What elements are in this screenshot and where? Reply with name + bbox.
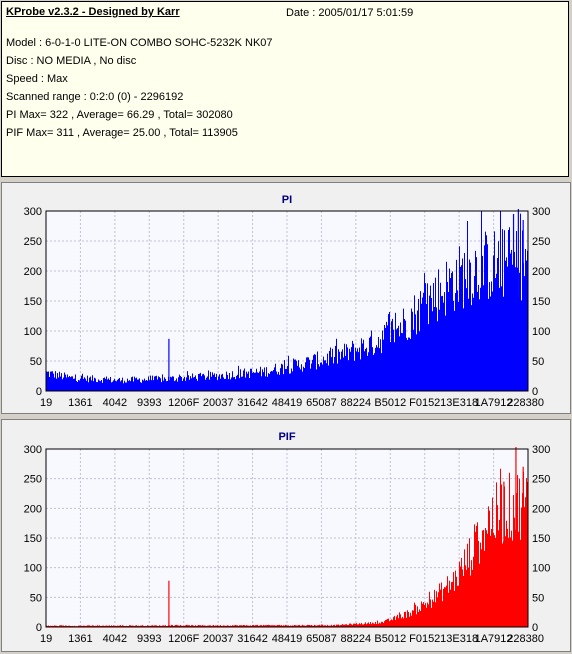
speed-line: Speed : Max xyxy=(6,73,68,85)
pi-xtick: 48419 xyxy=(272,397,303,409)
range-line: Scanned range : 0:2:0 (0) - 2296192 xyxy=(6,91,184,103)
disc-line: Disc : NO MEDIA , No disc xyxy=(6,55,137,67)
pif-ytick-left: 250 xyxy=(24,474,42,486)
app-title: KProbe v2.3.2 - Designed by Karr xyxy=(6,6,180,18)
pif-xtick: 88224 xyxy=(341,633,372,645)
pi-ytick-right: 0 xyxy=(532,386,538,398)
pif-xtick: 1361 xyxy=(68,633,92,645)
pif-ytick-right: 150 xyxy=(532,533,550,545)
pi-xtick: 1361 xyxy=(68,397,92,409)
pif-ytick-right: 100 xyxy=(532,563,550,575)
scan-date: Date : 2005/01/17 5:01:59 xyxy=(286,7,414,19)
info-panel: KProbe v2.3.2 - Designed by Karr Date : … xyxy=(1,1,569,177)
pi-ytick-left: 50 xyxy=(30,356,42,368)
pif-xtick: 4042 xyxy=(103,633,127,645)
pif-ytick-right: 200 xyxy=(532,503,550,515)
pif-xtick: 13E318 xyxy=(440,633,478,645)
pi-ytick-right: 200 xyxy=(532,266,550,278)
pif-bars xyxy=(46,447,528,627)
pi-ytick-left: 250 xyxy=(24,236,42,248)
pi-xtick: 20037 xyxy=(203,397,234,409)
pi-xtick: 9393 xyxy=(137,397,161,409)
pi-plot-frame xyxy=(45,210,529,392)
pi-chart: PI 0 0 50 50 100 100 150 150 200 200 250 250 300 300 19… xyxy=(24,194,551,409)
scan-details: Model : 6-0-1-0 LITE-ON COMBO SOHC-5232K… xyxy=(6,34,273,142)
pi-xtick: 31642 xyxy=(237,397,268,409)
pi-xtick: 228380 xyxy=(507,397,544,409)
pi-bars xyxy=(46,209,528,391)
pi-chart-title: PI xyxy=(282,194,292,206)
pi-ytick-left: 150 xyxy=(24,296,42,308)
pif-ytick-left: 50 xyxy=(30,592,42,604)
pi-ytick-left: 200 xyxy=(24,266,42,278)
pif-xtick: 31642 xyxy=(237,633,268,645)
pif-ytick-left: 150 xyxy=(24,533,42,545)
pi-ytick-right: 150 xyxy=(532,296,550,308)
pif-xtick: 48419 xyxy=(272,633,303,645)
pi-xtick: B5012 xyxy=(374,397,406,409)
pif-xtick: 65087 xyxy=(306,633,337,645)
pif-summary-line: PIF Max= 311 , Average= 25.00 , Total= 1… xyxy=(6,127,238,139)
model-line: Model : 6-0-1-0 LITE-ON COMBO SOHC-5232K… xyxy=(6,37,273,49)
pi-ytick-right: 300 xyxy=(532,206,550,218)
pi-ytick-right: 250 xyxy=(532,236,550,248)
pif-xtick: 19 xyxy=(40,633,52,645)
pif-xtick: 1A7912 xyxy=(475,633,513,645)
pif-xtick: F0152 xyxy=(409,633,440,645)
pif-plot-frame xyxy=(45,448,529,628)
pi-ytick-right: 100 xyxy=(532,326,550,338)
pif-xtick: 228380 xyxy=(507,633,544,645)
pif-xtick: B5012 xyxy=(374,633,406,645)
pi-xtick: 13E318 xyxy=(440,397,478,409)
pi-xtick: F0152 xyxy=(409,397,440,409)
pif-ytick-right: 50 xyxy=(532,592,544,604)
pif-chart-panel: PIF 0 0 50 50 100 100 150 150 200 200 250 250 300 300 1… xyxy=(1,419,571,652)
pif-xtick: 20037 xyxy=(203,633,234,645)
pi-xtick: 1206F xyxy=(168,397,199,409)
pif-xtick: 9393 xyxy=(137,633,161,645)
pi-xtick: 19 xyxy=(40,397,52,409)
pi-xtick: 4042 xyxy=(103,397,127,409)
pif-ytick-left: 100 xyxy=(24,563,42,575)
pi-ytick-left: 300 xyxy=(24,206,42,218)
pi-ytick-right: 50 xyxy=(532,356,544,368)
pif-chart-title: PIF xyxy=(278,431,295,443)
pif-ytick-left: 0 xyxy=(36,622,42,634)
pif-ytick-right: 250 xyxy=(532,474,550,486)
pi-chart-panel: PI 0 0 50 50 100 100 150 150 200 200 250 250 300 300 19… xyxy=(1,182,571,414)
pi-xtick: 88224 xyxy=(341,397,372,409)
pif-ytick-left: 200 xyxy=(24,503,42,515)
pif-ytick-left: 300 xyxy=(24,444,42,456)
pi-xtick: 1A7912 xyxy=(475,397,513,409)
pi-xtick: 65087 xyxy=(306,397,337,409)
pif-xtick: 1206F xyxy=(168,633,199,645)
pi-ytick-left: 0 xyxy=(36,386,42,398)
pif-ytick-right: 0 xyxy=(532,622,538,634)
pi-ytick-left: 100 xyxy=(24,326,42,338)
pif-chart: PIF 0 0 50 50 100 100 150 150 200 200 250 250 300 300 1… xyxy=(24,431,551,645)
pi-summary-line: PI Max= 322 , Average= 66.29 , Total= 30… xyxy=(6,109,233,121)
pif-ytick-right: 300 xyxy=(532,444,550,456)
